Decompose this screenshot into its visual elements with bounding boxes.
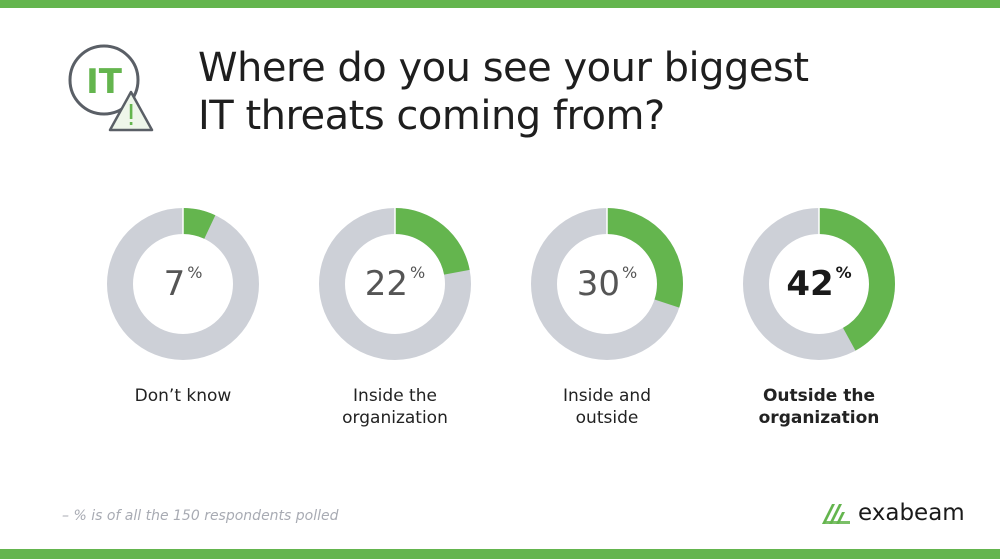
donut-inside-organization: 22% (318, 207, 472, 361)
bottom-accent-bar (0, 549, 1000, 559)
brand-name: exabeam (858, 500, 965, 526)
label-inside-and-outside: Inside and outside (562, 386, 651, 428)
percent-value: 22% (364, 262, 426, 305)
label-outside-organization: Outside the organization (758, 386, 880, 428)
donut-ring (743, 207, 895, 360)
percent-value: 42% (786, 262, 852, 305)
donut-dont-know: 7% (106, 207, 260, 361)
title-line-1: Where do you see your biggest (198, 45, 809, 91)
svg-text:IT: IT (86, 62, 123, 102)
title-line-2: IT threats coming from? (198, 93, 665, 139)
exabeam-mark-icon (822, 504, 850, 524)
donut-ring (107, 207, 259, 360)
label-dont-know: Don’t know (134, 386, 232, 406)
percent-value: 7% (163, 262, 203, 305)
donut-outside-organization: 42% (742, 207, 896, 361)
percent-value: 30% (576, 262, 638, 305)
exabeam-logo: exabeam (820, 500, 965, 526)
top-accent-bar (0, 0, 1000, 8)
donut-ring (531, 207, 683, 360)
label-inside-organization: Inside the organization (342, 386, 448, 428)
it-warning-icon: IT (68, 44, 154, 132)
donut-inside-and-outside: 30% (530, 207, 684, 361)
footnote: – % is of all the 150 respondents polled (62, 508, 339, 524)
donut-ring (319, 207, 471, 360)
page-title: Where do you see your biggest IT threats… (198, 44, 809, 140)
